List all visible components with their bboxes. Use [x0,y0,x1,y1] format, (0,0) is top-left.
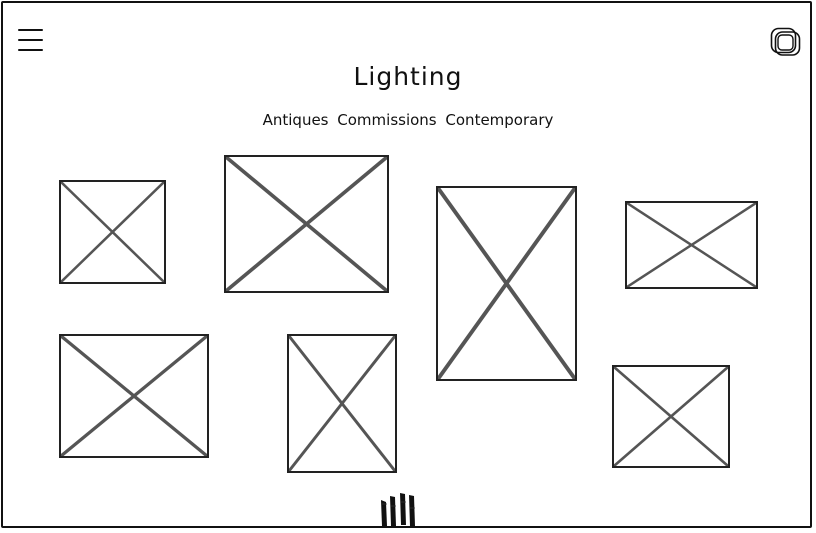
category-nav: Antiques Commissions Contemporary [0,111,816,129]
nav-link-commissions[interactable]: Commissions [337,111,437,129]
gallery-image[interactable] [625,201,758,289]
page-title: Lighting [353,62,463,91]
gallery-image[interactable] [224,155,389,293]
gallery-image[interactable] [612,365,730,468]
menu-bar [18,39,43,41]
hamburger-menu-icon[interactable] [18,29,44,53]
scroll-indicator-icon[interactable] [378,490,418,528]
gallery-image[interactable] [59,180,166,284]
gallery-image[interactable] [287,334,397,473]
menu-bar [18,29,43,31]
nav-link-antiques[interactable]: Antiques [262,111,329,129]
gallery-image[interactable] [436,186,577,381]
gallery-image[interactable] [59,334,209,458]
menu-bar [18,49,43,51]
rounded-squares-icon[interactable] [769,26,803,58]
nav-link-contemporary[interactable]: Contemporary [445,111,554,129]
